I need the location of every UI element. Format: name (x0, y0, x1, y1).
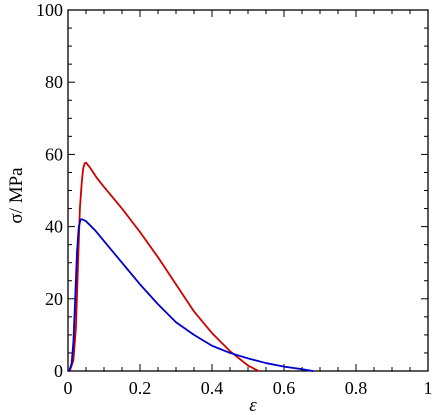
plot-frame (67, 9, 429, 372)
y-tick-label: 60 (45, 144, 63, 164)
x-tick-label: 0 (64, 378, 73, 398)
x-tick-label: 0.6 (273, 378, 296, 398)
x-tick-label: 0.8 (345, 378, 368, 398)
x-tick-label: 0.2 (129, 378, 152, 398)
x-tick-label: 0.4 (201, 378, 224, 398)
x-axis-label: ε (249, 395, 257, 415)
series-line-2 (68, 218, 314, 372)
y-tick-label: 20 (45, 289, 63, 309)
y-tick-label: 100 (36, 0, 63, 20)
y-tick-label: 0 (54, 361, 63, 381)
y-tick-label: 40 (45, 217, 63, 237)
x-tick-label: 1 (424, 378, 433, 398)
series-line-1 (68, 161, 260, 372)
y-axis-label: σ/ MPa (6, 167, 27, 224)
y-tick-label: 80 (45, 72, 63, 92)
